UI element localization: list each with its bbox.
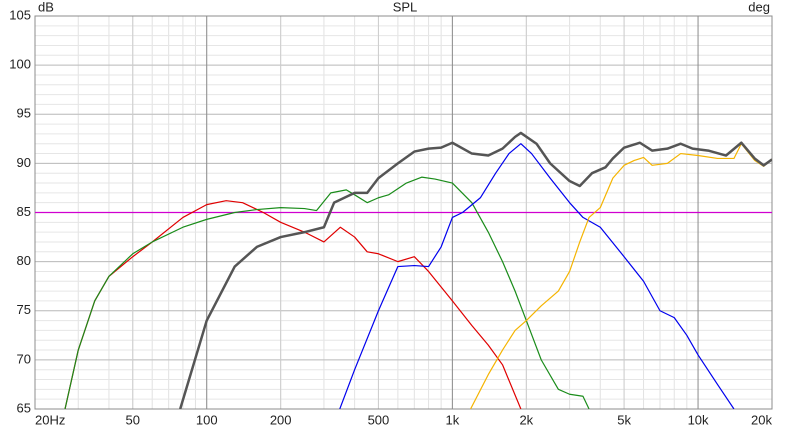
x-tick-label: 20Hz: [35, 412, 65, 427]
x-tick-label: 100: [196, 412, 218, 427]
y-tick-label: 100: [9, 57, 31, 72]
y-tick-label: 70: [17, 351, 31, 366]
series-group: [35, 131, 772, 409]
y-tick-label: 80: [17, 253, 31, 268]
series-line: [470, 143, 772, 409]
y2-axis-label: deg: [748, 0, 770, 14]
x-tick-label: 20k: [751, 412, 772, 427]
x-tick-label: 5k: [617, 412, 631, 427]
y-tick-label: 85: [17, 204, 31, 219]
y-tick-label: 95: [17, 106, 31, 121]
x-tick-label: 2k: [519, 412, 533, 427]
y-tick-label: 65: [17, 400, 31, 415]
x-tick-label: 500: [368, 412, 390, 427]
series-line: [64, 176, 590, 409]
x-tick-label: 50: [126, 412, 140, 427]
y-axis-label: dB: [38, 0, 54, 14]
chart-title: SPL: [393, 0, 418, 14]
series-line: [339, 143, 735, 409]
series-line: [179, 131, 772, 409]
y-tick-label: 105: [9, 7, 31, 22]
y-tick-label: 90: [17, 155, 31, 170]
x-tick-label: 10k: [688, 412, 709, 427]
series-line: [64, 200, 522, 409]
x-tick-label: 1k: [446, 412, 460, 427]
y-tick-label: 75: [17, 302, 31, 317]
x-tick-label: 200: [270, 412, 292, 427]
